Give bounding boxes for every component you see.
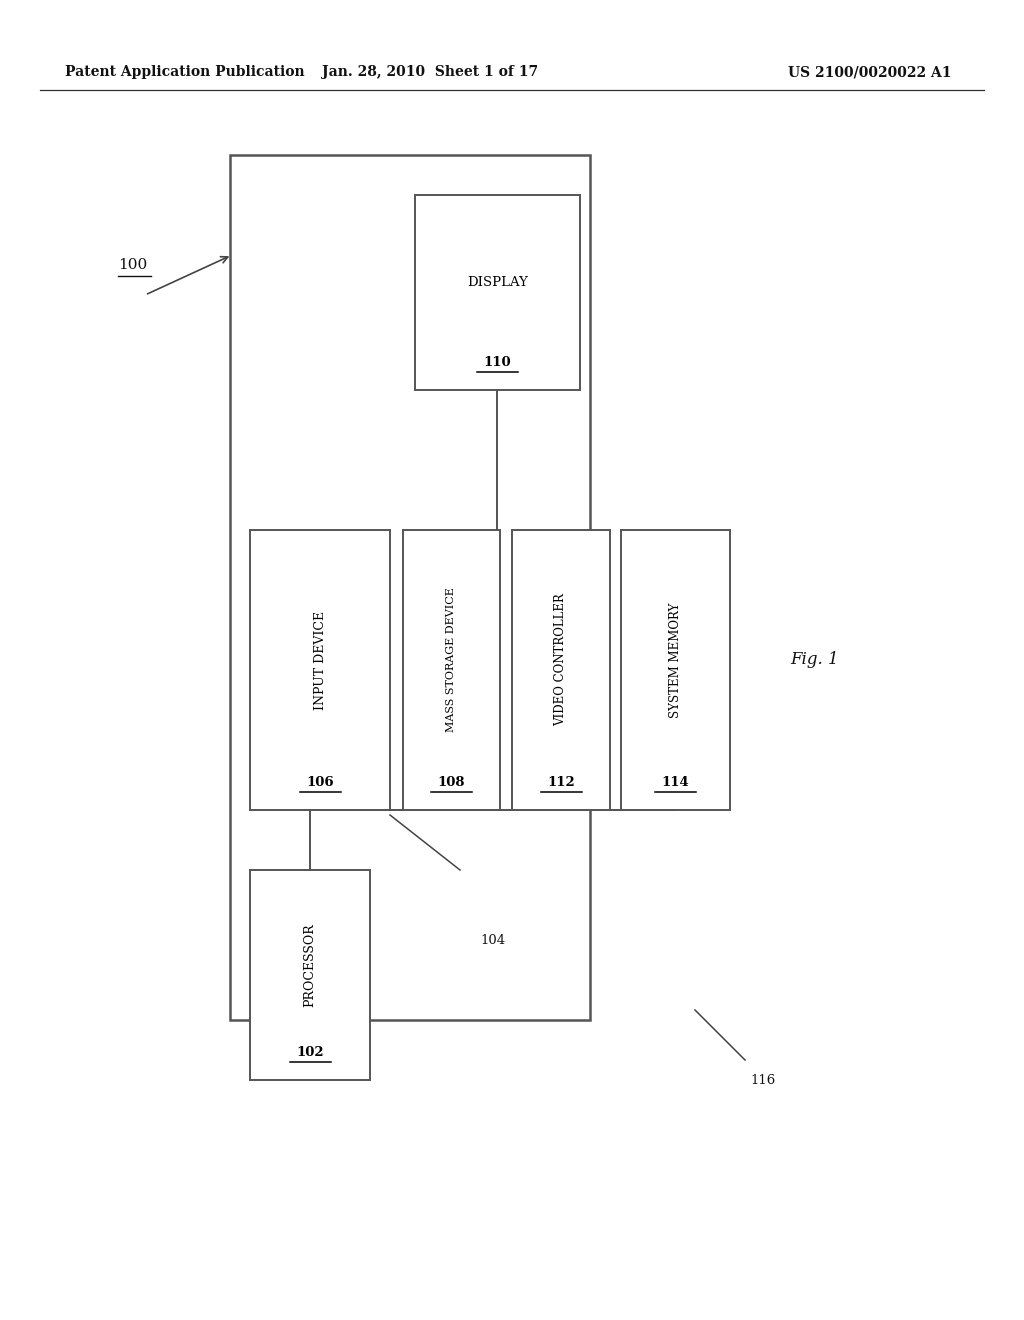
Text: 100: 100 [118,257,147,272]
Text: PROCESSOR: PROCESSOR [303,923,316,1007]
Bar [250,870,370,1080]
Text: 108: 108 [437,776,465,788]
Text: 116: 116 [750,1073,775,1086]
Text: US 2100/0020022 A1: US 2100/0020022 A1 [788,65,951,79]
Text: DISPLAY: DISPLAY [467,276,528,289]
Text: INPUT DEVICE: INPUT DEVICE [313,610,327,710]
Bar [621,531,730,810]
Text: 104: 104 [480,933,505,946]
Bar [415,195,580,389]
Bar [403,531,500,810]
Text: Jan. 28, 2010  Sheet 1 of 17: Jan. 28, 2010 Sheet 1 of 17 [322,65,538,79]
Text: VIDEO CONTROLLER: VIDEO CONTROLLER [555,594,567,726]
Text: 106: 106 [306,776,334,788]
Text: 102: 102 [296,1045,324,1059]
Bar [230,154,590,1020]
Text: 112: 112 [547,776,574,788]
Text: 110: 110 [483,355,511,368]
Text: 114: 114 [662,776,689,788]
Text: SYSTEM MEMORY: SYSTEM MEMORY [669,602,682,718]
Text: MASS STORAGE DEVICE: MASS STORAGE DEVICE [446,587,457,733]
Bar [250,531,390,810]
Bar [512,531,610,810]
Text: Fig. 1: Fig. 1 [790,652,839,668]
Text: Patent Application Publication: Patent Application Publication [65,65,304,79]
